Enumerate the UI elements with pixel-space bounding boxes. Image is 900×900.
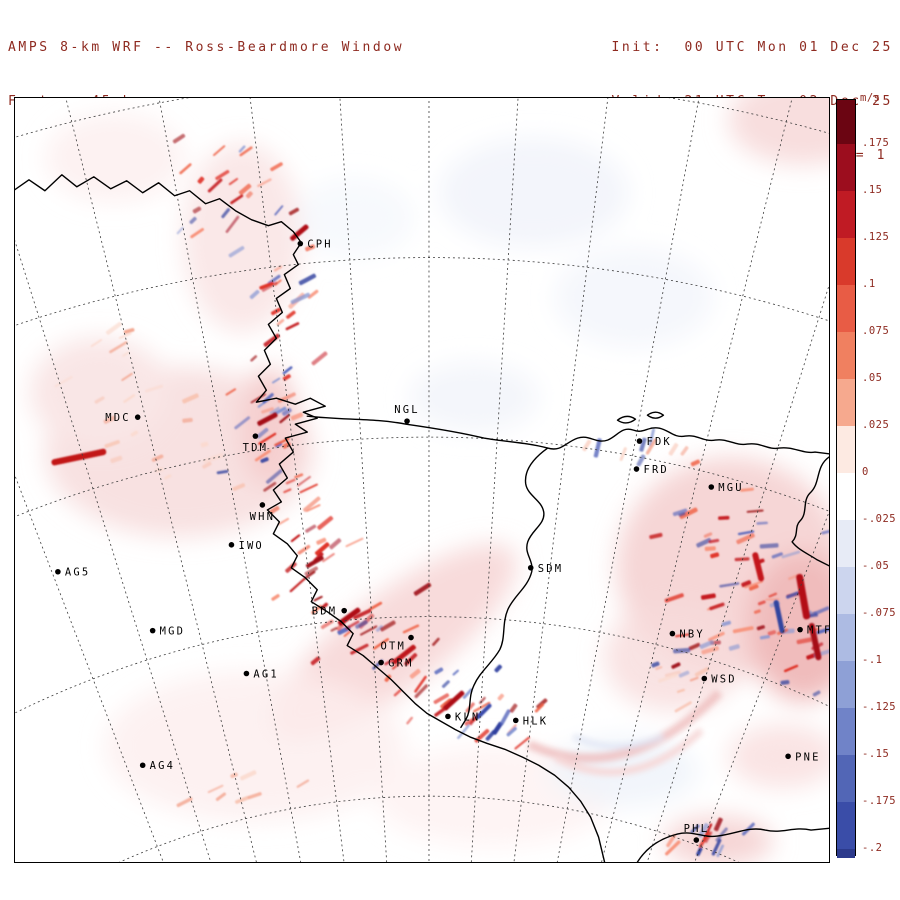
station-label: HLK — [523, 715, 549, 727]
colorbar-band — [837, 755, 855, 802]
colorbar-band — [837, 802, 855, 849]
station-dot — [149, 627, 156, 634]
colorbar-band — [837, 520, 855, 567]
colorbar-band — [837, 849, 855, 858]
colorbar-tick-label: .1 — [862, 278, 876, 290]
station-label: MDC — [105, 412, 131, 424]
colorbar-band — [837, 332, 855, 379]
station-label: AG4 — [150, 760, 176, 772]
station-dot — [636, 438, 643, 444]
station-dot — [134, 414, 141, 420]
station-label: PNE — [795, 751, 821, 763]
station-dot — [785, 753, 791, 760]
colorbar-band — [837, 426, 855, 473]
colorbar-band — [837, 191, 855, 238]
colorbar-tick-label: -.2 — [862, 842, 883, 854]
grounding-line-central — [460, 447, 549, 729]
colorbar-band — [837, 379, 855, 426]
station-label: GRM — [388, 658, 414, 670]
colorbar-tick-label: .15 — [862, 184, 883, 196]
station-dot — [512, 717, 519, 724]
map-area: CPH MDC TDM NGL FDK FRD MGU WHN IWO AG5 SDM BDM MGD O… — [14, 97, 830, 863]
station-dot — [228, 542, 235, 548]
station-dot — [797, 626, 803, 633]
colorbar-band — [837, 238, 855, 285]
station-dot — [701, 675, 708, 682]
station-dot — [404, 418, 410, 424]
colorbar-tick-label: -.05 — [862, 560, 890, 572]
station-dot — [378, 659, 384, 666]
colorbar-band — [837, 144, 855, 191]
chart-title: AMPS 8-km WRF -- Ross-Beardmore Window — [8, 40, 405, 55]
colorbar-band — [837, 661, 855, 708]
station-dot — [252, 433, 259, 439]
station-label: BDM — [312, 606, 338, 618]
graticule — [15, 98, 829, 862]
colorbar-band — [837, 473, 855, 520]
colorbar-band — [837, 100, 855, 144]
colorbar-tick-label: .075 — [862, 325, 890, 337]
coastal-islands — [616, 411, 665, 424]
station-dot — [297, 240, 304, 247]
station-label: MGU — [718, 482, 744, 494]
station-label: FDK — [646, 436, 672, 448]
station-label: FRD — [643, 464, 669, 476]
station-dot — [669, 630, 676, 637]
station-label: CPH — [307, 239, 333, 251]
station-dot — [55, 568, 61, 575]
station-markers: CPH MDC TDM NGL FDK FRD MGU WHN IWO AG5 SDM BDM MGD O… — [55, 239, 829, 843]
colorbar-units-label: m/s — [860, 92, 881, 104]
coastline — [15, 174, 829, 862]
station-label: NBY — [679, 629, 705, 641]
station-label: NGL — [394, 404, 420, 416]
station-label: PHL — [684, 823, 710, 835]
station-dot — [243, 670, 250, 677]
colorbar-tick-label: -.075 — [862, 607, 897, 619]
coastline-victoria-land — [15, 174, 606, 862]
colorbar-tick-label: -.15 — [862, 748, 890, 760]
colorbar-tick-label: -.025 — [862, 513, 897, 525]
station-label: MGD — [160, 626, 186, 638]
coastline-right-edge — [791, 456, 829, 567]
station-label: AG1 — [253, 668, 279, 680]
station-label: OTM — [381, 641, 407, 653]
colorbar-band — [837, 614, 855, 661]
station-dot — [408, 634, 414, 641]
station-label: KLN — [455, 711, 481, 723]
colorbar-tick-label: .05 — [862, 372, 883, 384]
colorbar-tick-label: 0 — [862, 466, 869, 478]
colorbar-tick-label: .025 — [862, 419, 890, 431]
station-dot — [445, 713, 451, 720]
velocity-field-washes — [29, 98, 829, 862]
station-dot — [139, 762, 146, 769]
station-label: WSD — [711, 673, 737, 685]
colorbar-labels: .175 .15 .125 .1 .075 .05 .025 0 -.025 -.05 -.075 -… — [862, 99, 900, 856]
station-label: IWO — [238, 540, 264, 552]
colorbar — [836, 99, 856, 858]
station-dot — [708, 484, 715, 490]
station-dot — [693, 837, 700, 843]
strong-updraft-streaks — [51, 224, 822, 720]
colorbar-tick-label: -.125 — [862, 701, 897, 713]
station-dot — [259, 502, 266, 508]
station-dot — [527, 564, 534, 571]
colorbar-tick-label: .125 — [862, 231, 890, 243]
station-dot — [341, 607, 347, 614]
station-label: SDM — [538, 563, 564, 575]
colorbar-band — [837, 567, 855, 614]
station-dot — [633, 466, 640, 472]
colorbar-tick-label: .175 — [862, 137, 890, 149]
station-label: MTF — [807, 625, 829, 637]
station-label: AG5 — [65, 567, 91, 579]
station-label: WHN — [250, 511, 276, 523]
station-label: TDM — [243, 442, 269, 454]
colorbar-tick-label: -.175 — [862, 795, 897, 807]
coastline-ice-front — [306, 415, 829, 455]
coastline-bottom-right — [636, 827, 829, 862]
weather-map: CPH MDC TDM NGL FDK FRD MGU WHN IWO AG5 SDM BDM MGD O… — [15, 98, 829, 862]
colorbar-tick-label: -.1 — [862, 654, 883, 666]
colorbar-band — [837, 285, 855, 332]
init-time: Init: 00 UTC Mon 01 Dec 25 — [611, 40, 893, 55]
colorbar-band — [837, 708, 855, 755]
